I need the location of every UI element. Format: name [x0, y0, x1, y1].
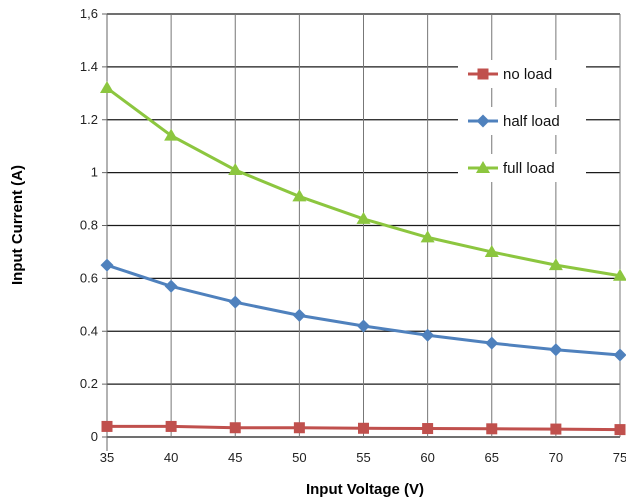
- x-tick-label: 40: [164, 450, 178, 465]
- data-point: [421, 328, 435, 342]
- x-tick-label: 75: [613, 450, 626, 465]
- data-point: [356, 211, 371, 224]
- data-point: [357, 319, 370, 333]
- data-point: [164, 128, 179, 141]
- y-tick-label: 1.2: [80, 112, 98, 127]
- data-point: [358, 422, 369, 434]
- legend-marker: [476, 161, 490, 173]
- y-tick-label: 0.4: [80, 323, 98, 338]
- legend: no load half load full load: [458, 60, 586, 182]
- data-point: [422, 423, 434, 435]
- series-group: [100, 81, 626, 436]
- x-tick-label: 70: [549, 450, 563, 465]
- x-tick-label: 45: [228, 450, 242, 465]
- y-tick-label: 0.2: [80, 376, 98, 391]
- data-point: [549, 343, 563, 357]
- x-tick-labels: 35 40 45 50 55 60 65 70 75: [100, 450, 626, 465]
- x-tick-label: 35: [100, 450, 114, 465]
- legend-label: no load: [503, 66, 552, 83]
- x-axis-label: Input Voltage (V): [306, 481, 424, 498]
- y-tick-label: 1.4: [80, 59, 98, 74]
- data-point: [613, 268, 626, 281]
- data-point: [100, 258, 114, 272]
- data-point: [613, 348, 626, 362]
- y-axis-label: Input Current (A): [9, 165, 26, 285]
- data-point: [548, 258, 563, 271]
- y-tick-label: 1: [91, 165, 98, 180]
- y-tick-label: 1,6: [80, 6, 98, 21]
- grid-lines: [102, 13, 621, 451]
- x-tick-label: 60: [420, 450, 434, 465]
- data-point: [228, 162, 243, 175]
- data-point: [293, 422, 305, 434]
- data-point: [484, 244, 499, 257]
- data-point: [165, 420, 177, 432]
- y-tick-labels: 0 0.2 0.4 0.6 0.8 1 1.2 1.4 1,6: [80, 6, 98, 444]
- data-point: [164, 279, 178, 293]
- x-tick-label: 55: [356, 450, 370, 465]
- data-point: [100, 81, 114, 94]
- legend-marker: [476, 114, 490, 128]
- y-tick-label: 0.6: [80, 270, 98, 285]
- data-point: [292, 189, 307, 202]
- data-point: [229, 422, 241, 434]
- data-point: [486, 423, 498, 435]
- data-point: [101, 420, 113, 432]
- x-tick-label: 65: [485, 450, 499, 465]
- data-point: [614, 424, 626, 436]
- x-tick-label: 50: [292, 450, 306, 465]
- data-point: [485, 336, 499, 350]
- data-point: [228, 295, 242, 309]
- legend-marker: [477, 68, 489, 80]
- y-tick-label: 0: [91, 429, 98, 444]
- legend-label: full load: [503, 160, 555, 177]
- data-point: [420, 230, 435, 243]
- legend-label: half load: [503, 113, 560, 130]
- y-tick-label: 0.8: [80, 218, 98, 233]
- data-point: [550, 423, 562, 435]
- data-point: [292, 308, 306, 322]
